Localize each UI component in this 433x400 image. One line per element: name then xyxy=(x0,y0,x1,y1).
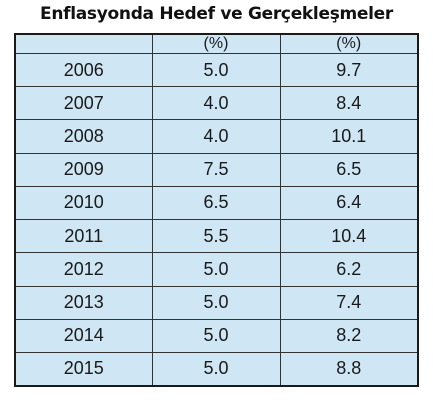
table-row: 2014 5.0 8.2 xyxy=(16,318,417,353)
cell-target: 5.0 xyxy=(151,252,281,287)
cell-target: 5.5 xyxy=(151,219,281,254)
cell-actual: 10.4 xyxy=(279,219,417,254)
cell-target: 4.0 xyxy=(151,86,281,121)
table-row: 2010 6.5 6.4 xyxy=(16,185,417,221)
header-target: (%) xyxy=(151,35,281,54)
cell-actual: 6.4 xyxy=(279,185,417,221)
cell-year: 2011 xyxy=(16,219,153,254)
cell-year: 2012 xyxy=(16,252,153,287)
header-actual: (%) xyxy=(279,35,417,54)
cell-target: 5.0 xyxy=(151,53,281,88)
table-row: 2015 5.0 8.8 xyxy=(16,351,417,385)
cell-actual: 9.7 xyxy=(279,53,417,88)
table-row: 2007 4.0 8.4 xyxy=(16,86,417,121)
cell-target: 5.0 xyxy=(151,285,281,320)
cell-year: 2015 xyxy=(16,351,153,385)
cell-year: 2013 xyxy=(16,285,153,320)
table-row: 2011 5.5 10.4 xyxy=(16,219,417,254)
cell-actual: 7.4 xyxy=(279,285,417,320)
header-year xyxy=(16,35,153,54)
cell-year: 2009 xyxy=(16,152,153,187)
cell-target: 6.5 xyxy=(151,185,281,221)
table-row: 2008 4.0 10.1 xyxy=(16,119,417,154)
table-row: 2013 5.0 7.4 xyxy=(16,285,417,320)
cell-target: 4.0 xyxy=(151,119,281,154)
cell-actual: 6.5 xyxy=(279,152,417,187)
table-title: Enflasyonda Hedef ve Gerçekleşmeler xyxy=(40,4,393,24)
data-table: (%) (%) 2006 5.0 9.7 2007 4.0 8.4 2008 4.0 10.1 2… xyxy=(16,35,417,385)
table-row: 2009 7.5 6.5 xyxy=(16,152,417,187)
cell-target: 5.0 xyxy=(151,318,281,353)
cell-actual: 8.2 xyxy=(279,318,417,353)
table-row: 2006 5.0 9.7 xyxy=(16,53,417,88)
cell-year: 2008 xyxy=(16,119,153,154)
inflation-table: (%) (%) 2006 5.0 9.7 2007 4.0 8.4 2008 4.0 10.1 2… xyxy=(14,33,419,387)
header-row: (%) (%) xyxy=(16,35,417,54)
table-row: 2012 5.0 6.2 xyxy=(16,252,417,287)
cell-actual: 10.1 xyxy=(279,119,417,154)
cell-year: 2014 xyxy=(16,318,153,353)
cell-target: 7.5 xyxy=(151,152,281,187)
cell-actual: 8.4 xyxy=(279,86,417,121)
cell-target: 5.0 xyxy=(151,351,281,385)
cell-year: 2010 xyxy=(16,185,153,221)
cell-year: 2007 xyxy=(16,86,153,121)
cell-actual: 6.2 xyxy=(279,252,417,287)
cell-actual: 8.8 xyxy=(279,351,417,385)
cell-year: 2006 xyxy=(16,53,153,88)
